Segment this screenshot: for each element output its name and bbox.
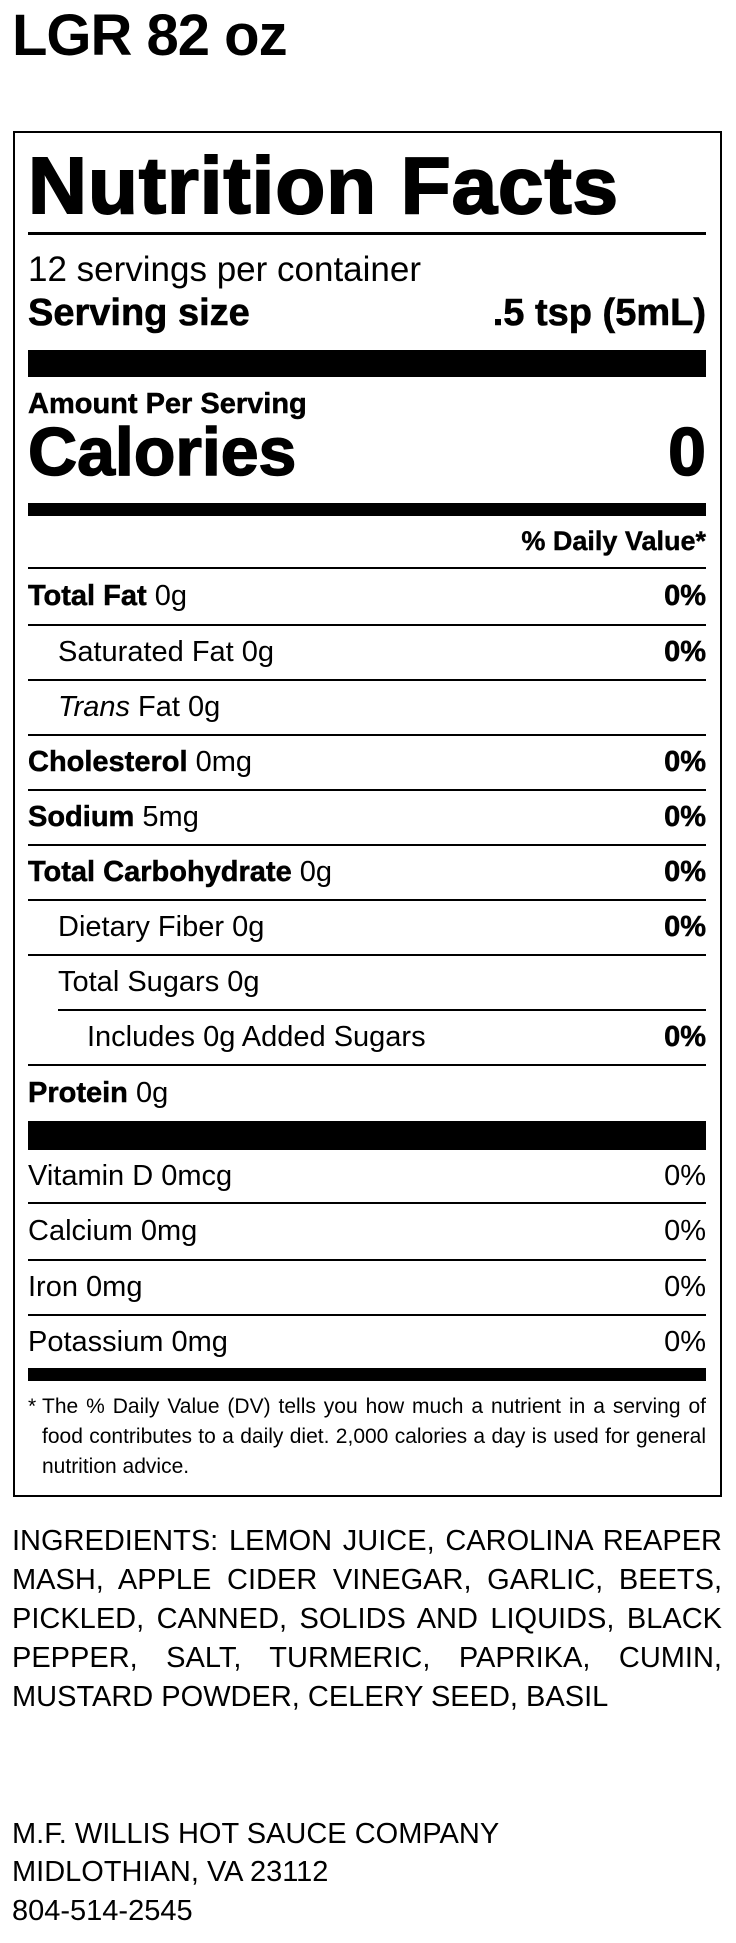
vitamin-amount: 0mg bbox=[171, 1325, 228, 1358]
nutrient-row: Cholesterol 0mg 0% bbox=[28, 734, 706, 789]
calories-row: Calories 0 bbox=[27, 412, 706, 492]
nutrient-label: Sodium 5mg bbox=[28, 801, 199, 834]
vitamin-amount: 0mg bbox=[86, 1271, 143, 1303]
vitamin-label: Iron 0mg bbox=[28, 1271, 142, 1304]
nutrient-label: Total Sugars 0g bbox=[28, 966, 260, 999]
nutrient-label: Saturated Fat 0g bbox=[28, 636, 274, 669]
nutrient-name: Sodium bbox=[28, 801, 135, 834]
nutrient-row: Protein 0g bbox=[28, 1064, 706, 1121]
vitamin-daily-value: 0% bbox=[664, 1215, 706, 1247]
medium-divider bbox=[28, 1368, 706, 1381]
nutrient-daily-value: 0% bbox=[664, 856, 706, 889]
nutrient-label: Total Carbohydrate 0g bbox=[28, 856, 332, 889]
nutrient-row: Sodium 5mg 0% bbox=[28, 789, 706, 844]
nutrient-label: Trans Fat 0g bbox=[28, 691, 220, 724]
vitamin-label: Potassium 0mg bbox=[28, 1326, 228, 1359]
serving-size-label: Serving size bbox=[28, 292, 250, 335]
nutrient-amount: 0g bbox=[241, 636, 275, 668]
nutrient-label: Includes 0g Added Sugars bbox=[58, 1021, 426, 1054]
footnote-text: The % Daily Value (DV) tells you how muc… bbox=[42, 1395, 706, 1478]
vitamin-amount: 0mg bbox=[140, 1215, 198, 1247]
vitamin-row: Calcium 0mg 0% bbox=[28, 1202, 706, 1259]
thick-divider bbox=[28, 350, 706, 377]
vitamin-name: Potassium bbox=[28, 1325, 164, 1358]
nutrient-row: Includes 0g Added Sugars 0% bbox=[58, 1009, 706, 1064]
medium-divider bbox=[28, 503, 706, 516]
nutrient-label: Cholesterol 0mg bbox=[28, 746, 252, 779]
vitamin-row: Iron 0mg 0% bbox=[28, 1259, 706, 1314]
product-title: LGR 82 oz bbox=[12, 3, 288, 68]
vitamin-daily-value: 0% bbox=[664, 1159, 706, 1192]
vitamin-name: Vitamin D bbox=[28, 1159, 154, 1192]
nutrient-name: Dietary Fiber bbox=[58, 911, 224, 943]
nutrient-name: Saturated Fat bbox=[58, 636, 234, 668]
nutrient-name: Total Sugars bbox=[58, 966, 220, 998]
vitamin-row: Potassium 0mg 0% bbox=[28, 1314, 706, 1368]
vitamin-daily-value: 0% bbox=[664, 1271, 706, 1303]
nutrient-amount: 0g bbox=[154, 580, 188, 612]
footnote: * The % Daily Value (DV) tells you how m… bbox=[28, 1392, 706, 1482]
nutrient-row: Dietary Fiber 0g 0% bbox=[28, 899, 706, 954]
nutrient-row: Trans Fat 0g bbox=[28, 679, 706, 734]
nutrient-name: Cholesterol bbox=[28, 746, 188, 779]
vitamin-name: Calcium bbox=[28, 1215, 133, 1247]
nutrition-facts-title: Nutrition Facts bbox=[27, 140, 620, 231]
company-name: M.F. WILLIS HOT SAUCE COMPANY bbox=[12, 1818, 500, 1850]
nutrient-amount: 0g bbox=[299, 856, 333, 888]
nutrient-name: Total Fat bbox=[28, 580, 147, 613]
nutrient-name: Includes 0g Added Sugars bbox=[87, 1021, 426, 1053]
divider bbox=[28, 232, 706, 235]
nutrient-label: Protein 0g bbox=[28, 1077, 168, 1110]
nutrient-amount: 0g bbox=[232, 911, 265, 943]
ingredients: INGREDIENTS: LEMON JUICE, CAROLINA REAPE… bbox=[12, 1525, 722, 1713]
serving-size: Serving size .5 tsp (5mL) bbox=[28, 292, 707, 335]
nutrient-amount: 0mg bbox=[195, 746, 253, 778]
nutrient-daily-value: 0% bbox=[664, 580, 706, 613]
daily-value-header: % Daily Value* bbox=[521, 526, 706, 556]
nutrient-daily-value: 0% bbox=[664, 1021, 706, 1054]
nutrient-row: Total Sugars 0g bbox=[28, 954, 706, 1009]
nutrient-name: Trans bbox=[58, 691, 130, 723]
nutrient-name: Total Carbohydrate bbox=[28, 856, 292, 889]
nutrient-amount: 0g bbox=[227, 966, 260, 998]
nutrient-row: Saturated Fat 0g 0% bbox=[28, 624, 706, 679]
nutrient-amount: 5mg bbox=[142, 801, 199, 833]
vitamin-amount: 0mcg bbox=[161, 1159, 233, 1192]
nutrient-daily-value: 0% bbox=[664, 746, 706, 779]
nutrient-amount: 0g bbox=[135, 1077, 169, 1109]
nutrient-label: Total Fat 0g bbox=[28, 580, 187, 613]
calories-label: Calories bbox=[27, 413, 297, 491]
footnote-star: * bbox=[28, 1395, 37, 1418]
vitamin-label: Vitamin D 0mcg bbox=[28, 1160, 232, 1193]
nutrient-amount: 0g bbox=[188, 691, 221, 723]
nutrient-label: Dietary Fiber 0g bbox=[28, 911, 264, 944]
vitamin-row: Vitamin D 0mcg 0% bbox=[28, 1150, 706, 1202]
thick-divider bbox=[28, 1121, 706, 1150]
amount-per-serving: Amount Per Serving bbox=[28, 388, 307, 421]
nutrient-name: Protein bbox=[28, 1077, 128, 1110]
vitamin-name: Iron bbox=[28, 1271, 78, 1303]
company-city: MIDLOTHIAN, VA 23112 bbox=[12, 1856, 329, 1888]
nutrient-daily-value: 0% bbox=[664, 636, 706, 669]
company-phone: 804-514-2545 bbox=[12, 1895, 193, 1927]
vitamin-label: Calcium 0mg bbox=[28, 1215, 197, 1248]
nutrient-name-suffix: Fat bbox=[138, 691, 180, 723]
nutrient-daily-value: 0% bbox=[664, 801, 706, 834]
servings-per-container: 12 servings per container bbox=[28, 250, 421, 289]
nutrient-row: Total Fat 0g 0% bbox=[28, 567, 706, 624]
calories-value: 0 bbox=[667, 413, 706, 491]
serving-size-value: .5 tsp (5mL) bbox=[492, 292, 706, 335]
nutrition-facts-label bbox=[13, 131, 722, 1497]
nutrient-row: Total Carbohydrate 0g 0% bbox=[28, 844, 706, 899]
nutrient-daily-value: 0% bbox=[664, 911, 706, 944]
vitamin-daily-value: 0% bbox=[664, 1325, 706, 1358]
